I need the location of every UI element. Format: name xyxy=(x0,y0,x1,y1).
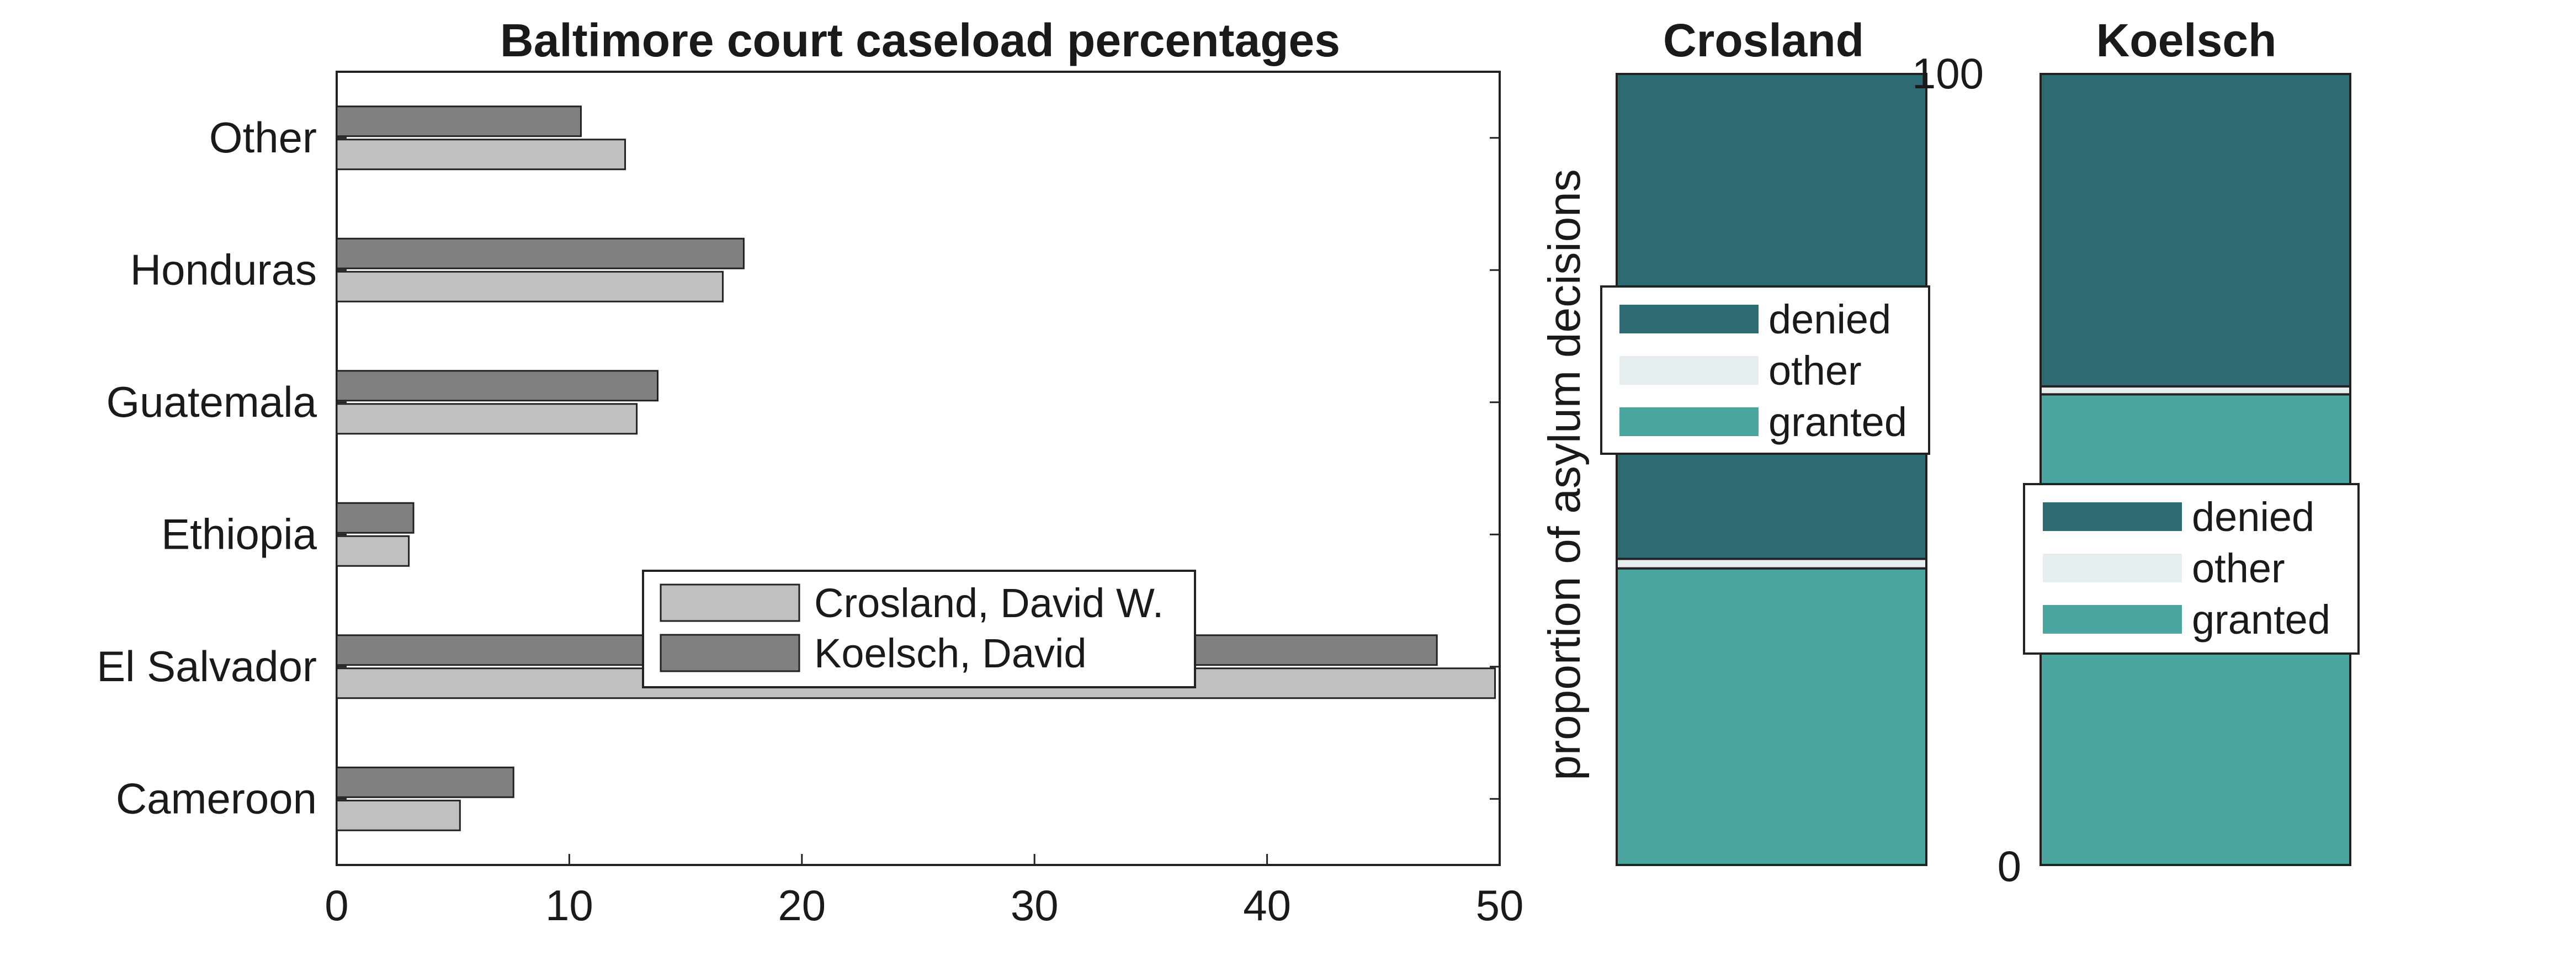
crosland-legend-swatch-granted xyxy=(1619,407,1759,436)
caseload-plot-area xyxy=(336,71,1501,866)
bar-koelsch-cameroon xyxy=(336,766,514,798)
bar-crosland-other xyxy=(336,139,626,171)
bar-crosland-ethiopia xyxy=(336,535,410,567)
koelsch-panel-title: Koelsch xyxy=(2096,14,2277,66)
x-tick-label-0: 0 xyxy=(325,881,348,930)
koelsch-segment-denied xyxy=(2039,73,2351,388)
crosland-segment-granted xyxy=(1616,567,1927,866)
crosland-legend: denied other granted xyxy=(1600,285,1930,455)
category-label-cameroon: Cameroon xyxy=(116,774,317,822)
x-tick-label-50: 50 xyxy=(1476,881,1524,930)
koelsch-legend-swatch-other xyxy=(2043,554,2182,582)
bar-crosland-cameroon xyxy=(336,799,461,831)
crosland-legend-swatch-other xyxy=(1619,356,1759,385)
x-tick-label-40: 40 xyxy=(1243,881,1291,930)
crosland-stacked-bar: Crosland denied other granted xyxy=(1600,14,1930,866)
caseload-legend: Crosland, David W. Koelsch, David xyxy=(642,570,1196,688)
crosland-legend-denied: denied xyxy=(1768,296,1891,342)
y-axis-label: proportion of asylum decisions xyxy=(1539,169,1590,781)
koelsch-legend-denied: denied xyxy=(2192,494,2314,540)
caseload-chart-title: Baltimore court caseload percentages xyxy=(500,14,1340,66)
category-tick-labels: Cameroon El Salvador Ethiopia Guatemala Hond… xyxy=(97,113,1500,822)
bar-crosland-guatemala xyxy=(336,403,638,435)
bar-koelsch-honduras xyxy=(336,237,745,269)
legend-swatch-crosland xyxy=(660,583,800,622)
koelsch-stacked-bar: Koelsch 100 0 denied other granted xyxy=(1912,14,2360,890)
category-label-guatemala: Guatemala xyxy=(106,378,317,426)
x-tick-label-30: 30 xyxy=(1011,881,1059,930)
koelsch-ytick-top: 100 xyxy=(1912,49,1984,98)
koelsch-ytick-bottom: 0 xyxy=(1998,842,2021,890)
category-label-el-salvador: El Salvador xyxy=(97,642,317,691)
bar-koelsch-other xyxy=(336,105,582,137)
caseload-bar-chart: Baltimore court caseload percentages Cam… xyxy=(97,14,1523,930)
koelsch-legend-other: other xyxy=(2192,545,2285,591)
legend-swatch-koelsch xyxy=(660,634,800,672)
crosland-segment-other xyxy=(1616,558,1927,570)
category-label-other: Other xyxy=(209,113,317,162)
x-axis-tick-labels: 0 10 20 30 40 50 xyxy=(325,854,1523,930)
legend-label-crosland: Crosland, David W. xyxy=(814,580,1164,626)
crosland-panel-title: Crosland xyxy=(1663,14,1864,66)
x-tick-label-20: 20 xyxy=(778,881,826,930)
koelsch-legend-swatch-granted xyxy=(2043,605,2182,634)
category-label-honduras: Honduras xyxy=(130,245,317,294)
koelsch-segments xyxy=(2039,73,2351,866)
crosland-legend-granted: granted xyxy=(1768,399,1907,445)
bar-koelsch-ethiopia xyxy=(336,502,415,534)
caseload-bars xyxy=(336,105,1496,831)
crosland-legend-swatch-denied xyxy=(1619,305,1759,333)
x-tick-label-10: 10 xyxy=(545,881,593,930)
crosland-legend-other: other xyxy=(1768,348,1862,394)
koelsch-legend-granted: granted xyxy=(2192,597,2330,643)
koelsch-legend-swatch-denied xyxy=(2043,502,2182,531)
bar-crosland-honduras xyxy=(336,270,724,302)
legend-label-koelsch: Koelsch, David xyxy=(814,630,1087,676)
crosland-segments xyxy=(1616,73,1927,866)
bar-koelsch-guatemala xyxy=(336,370,659,402)
category-label-ethiopia: Ethiopia xyxy=(161,509,317,558)
koelsch-legend: denied other granted xyxy=(2023,483,2360,655)
koelsch-segment-other xyxy=(2039,385,2351,396)
